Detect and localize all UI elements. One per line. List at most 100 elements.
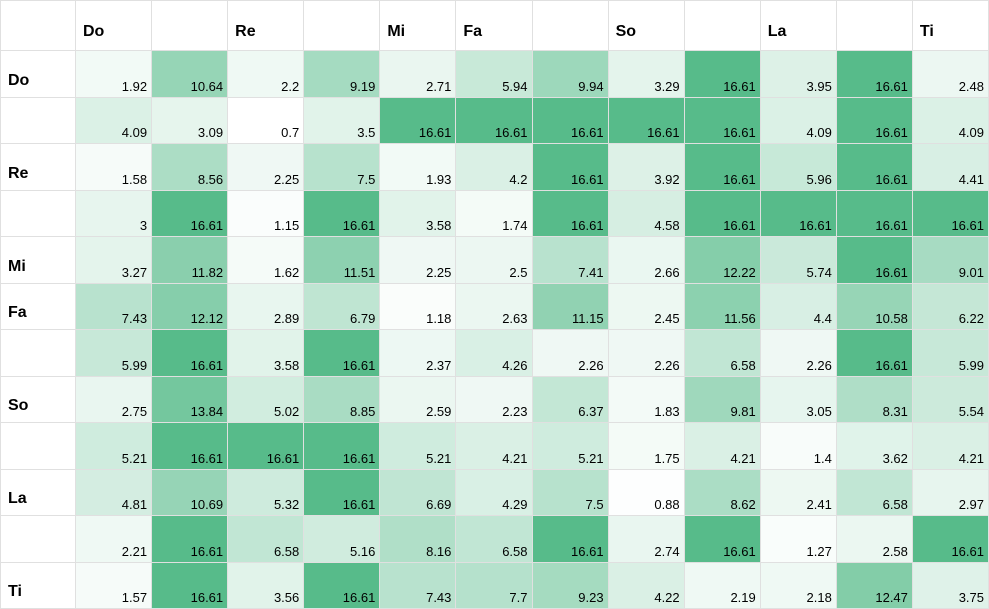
heatmap-cell[interactable]: 16.61 (836, 237, 913, 284)
heatmap-cell[interactable]: 4.09 (760, 97, 837, 144)
heatmap-cell[interactable]: 16.61 (532, 97, 609, 144)
heatmap-cell[interactable]: 1.83 (608, 376, 685, 423)
heatmap-cell[interactable]: 12.47 (836, 562, 913, 609)
heatmap-cell[interactable]: 4.4 (760, 283, 837, 330)
heatmap-cell[interactable]: 5.96 (760, 144, 837, 191)
heatmap-cell[interactable]: 16.61 (152, 562, 229, 609)
heatmap-cell[interactable]: 3.5 (304, 97, 381, 144)
heatmap-cell[interactable]: 16.61 (532, 190, 609, 237)
heatmap-cell[interactable]: 3.62 (836, 423, 913, 470)
heatmap-cell[interactable]: 2.71 (380, 51, 457, 98)
heatmap-cell[interactable]: 10.69 (152, 469, 229, 516)
heatmap-cell[interactable]: 1.93 (380, 144, 457, 191)
column-header-la[interactable]: La (760, 1, 837, 51)
heatmap-cell[interactable]: 5.21 (76, 423, 153, 470)
heatmap-cell[interactable]: 3.58 (380, 190, 457, 237)
heatmap-cell[interactable]: 3.95 (760, 51, 837, 98)
heatmap-cell[interactable]: 8.16 (380, 516, 457, 563)
heatmap-cell[interactable]: 2.89 (228, 283, 305, 330)
heatmap-cell[interactable]: 9.19 (304, 51, 381, 98)
heatmap-cell[interactable]: 12.12 (152, 283, 229, 330)
heatmap-cell[interactable]: 16.61 (684, 190, 761, 237)
heatmap-cell[interactable]: 5.21 (380, 423, 457, 470)
heatmap-cell[interactable]: 16.61 (836, 190, 913, 237)
corner-cell[interactable] (1, 1, 76, 51)
heatmap-cell[interactable]: 16.61 (836, 144, 913, 191)
heatmap-cell[interactable]: 2.75 (76, 376, 153, 423)
heatmap-cell[interactable]: 2.19 (684, 562, 761, 609)
heatmap-cell[interactable]: 16.61 (912, 516, 989, 563)
heatmap-cell[interactable]: 16.61 (684, 97, 761, 144)
row-header-fa[interactable]: Fa (1, 283, 76, 330)
heatmap-cell[interactable]: 7.7 (456, 562, 533, 609)
heatmap-cell[interactable]: 4.21 (684, 423, 761, 470)
heatmap-cell[interactable]: 16.61 (760, 190, 837, 237)
heatmap-cell[interactable]: 7.43 (76, 283, 153, 330)
heatmap-cell[interactable]: 4.2 (456, 144, 533, 191)
heatmap-cell[interactable]: 16.61 (304, 469, 381, 516)
heatmap-cell[interactable]: 3.58 (228, 330, 305, 377)
heatmap-cell[interactable]: 4.09 (76, 97, 153, 144)
row-header[interactable] (1, 330, 76, 377)
heatmap-cell[interactable]: 1.27 (760, 516, 837, 563)
column-header[interactable] (304, 1, 381, 51)
heatmap-cell[interactable]: 3.56 (228, 562, 305, 609)
heatmap-cell[interactable]: 8.56 (152, 144, 229, 191)
row-header[interactable] (1, 190, 76, 237)
heatmap-cell[interactable]: 5.94 (456, 51, 533, 98)
heatmap-cell[interactable]: 4.21 (456, 423, 533, 470)
heatmap-cell[interactable]: 16.61 (152, 516, 229, 563)
heatmap-cell[interactable]: 2.37 (380, 330, 457, 377)
row-header[interactable] (1, 97, 76, 144)
heatmap-cell[interactable]: 16.61 (532, 144, 609, 191)
column-header-do[interactable]: Do (76, 1, 153, 51)
heatmap-cell[interactable]: 5.74 (760, 237, 837, 284)
heatmap-cell[interactable]: 5.32 (228, 469, 305, 516)
heatmap-cell[interactable]: 12.22 (684, 237, 761, 284)
heatmap-cell[interactable]: 2.26 (608, 330, 685, 377)
heatmap-cell[interactable]: 4.41 (912, 144, 989, 191)
heatmap-cell[interactable]: 1.74 (456, 190, 533, 237)
heatmap-cell[interactable]: 6.58 (456, 516, 533, 563)
column-header-so[interactable]: So (608, 1, 685, 51)
heatmap-cell[interactable]: 10.58 (836, 283, 913, 330)
row-header-ti[interactable]: Ti (1, 562, 76, 609)
heatmap-cell[interactable]: 16.61 (684, 51, 761, 98)
heatmap-cell[interactable]: 5.02 (228, 376, 305, 423)
column-header[interactable] (684, 1, 761, 51)
heatmap-cell[interactable]: 8.85 (304, 376, 381, 423)
heatmap-cell[interactable]: 5.99 (912, 330, 989, 377)
heatmap-cell[interactable]: 16.61 (836, 51, 913, 98)
row-header[interactable] (1, 423, 76, 470)
heatmap-cell[interactable]: 6.58 (228, 516, 305, 563)
heatmap-cell[interactable]: 6.37 (532, 376, 609, 423)
row-header-re[interactable]: Re (1, 144, 76, 191)
heatmap-cell[interactable]: 0.88 (608, 469, 685, 516)
heatmap-cell[interactable]: 3.75 (912, 562, 989, 609)
heatmap-cell[interactable]: 2.63 (456, 283, 533, 330)
heatmap-cell[interactable]: 16.61 (152, 423, 229, 470)
heatmap-cell[interactable]: 2.97 (912, 469, 989, 516)
heatmap-cell[interactable]: 7.43 (380, 562, 457, 609)
column-header-fa[interactable]: Fa (456, 1, 533, 51)
heatmap-cell[interactable]: 16.61 (836, 97, 913, 144)
heatmap-cell[interactable]: 4.09 (912, 97, 989, 144)
heatmap-cell[interactable]: 16.61 (836, 330, 913, 377)
heatmap-cell[interactable]: 16.61 (684, 144, 761, 191)
heatmap-cell[interactable]: 3 (76, 190, 153, 237)
row-header-la[interactable]: La (1, 469, 76, 516)
heatmap-cell[interactable]: 4.22 (608, 562, 685, 609)
heatmap-cell[interactable]: 2.21 (76, 516, 153, 563)
heatmap-cell[interactable]: 13.84 (152, 376, 229, 423)
heatmap-cell[interactable]: 2.45 (608, 283, 685, 330)
heatmap-cell[interactable]: 2.66 (608, 237, 685, 284)
heatmap-cell[interactable]: 16.61 (456, 97, 533, 144)
column-header[interactable] (836, 1, 913, 51)
heatmap-cell[interactable]: 16.61 (228, 423, 305, 470)
heatmap-cell[interactable]: 2.58 (836, 516, 913, 563)
heatmap-cell[interactable]: 5.16 (304, 516, 381, 563)
heatmap-cell[interactable]: 3.27 (76, 237, 153, 284)
heatmap-cell[interactable]: 7.5 (532, 469, 609, 516)
heatmap-cell[interactable]: 9.94 (532, 51, 609, 98)
heatmap-cell[interactable]: 6.58 (684, 330, 761, 377)
